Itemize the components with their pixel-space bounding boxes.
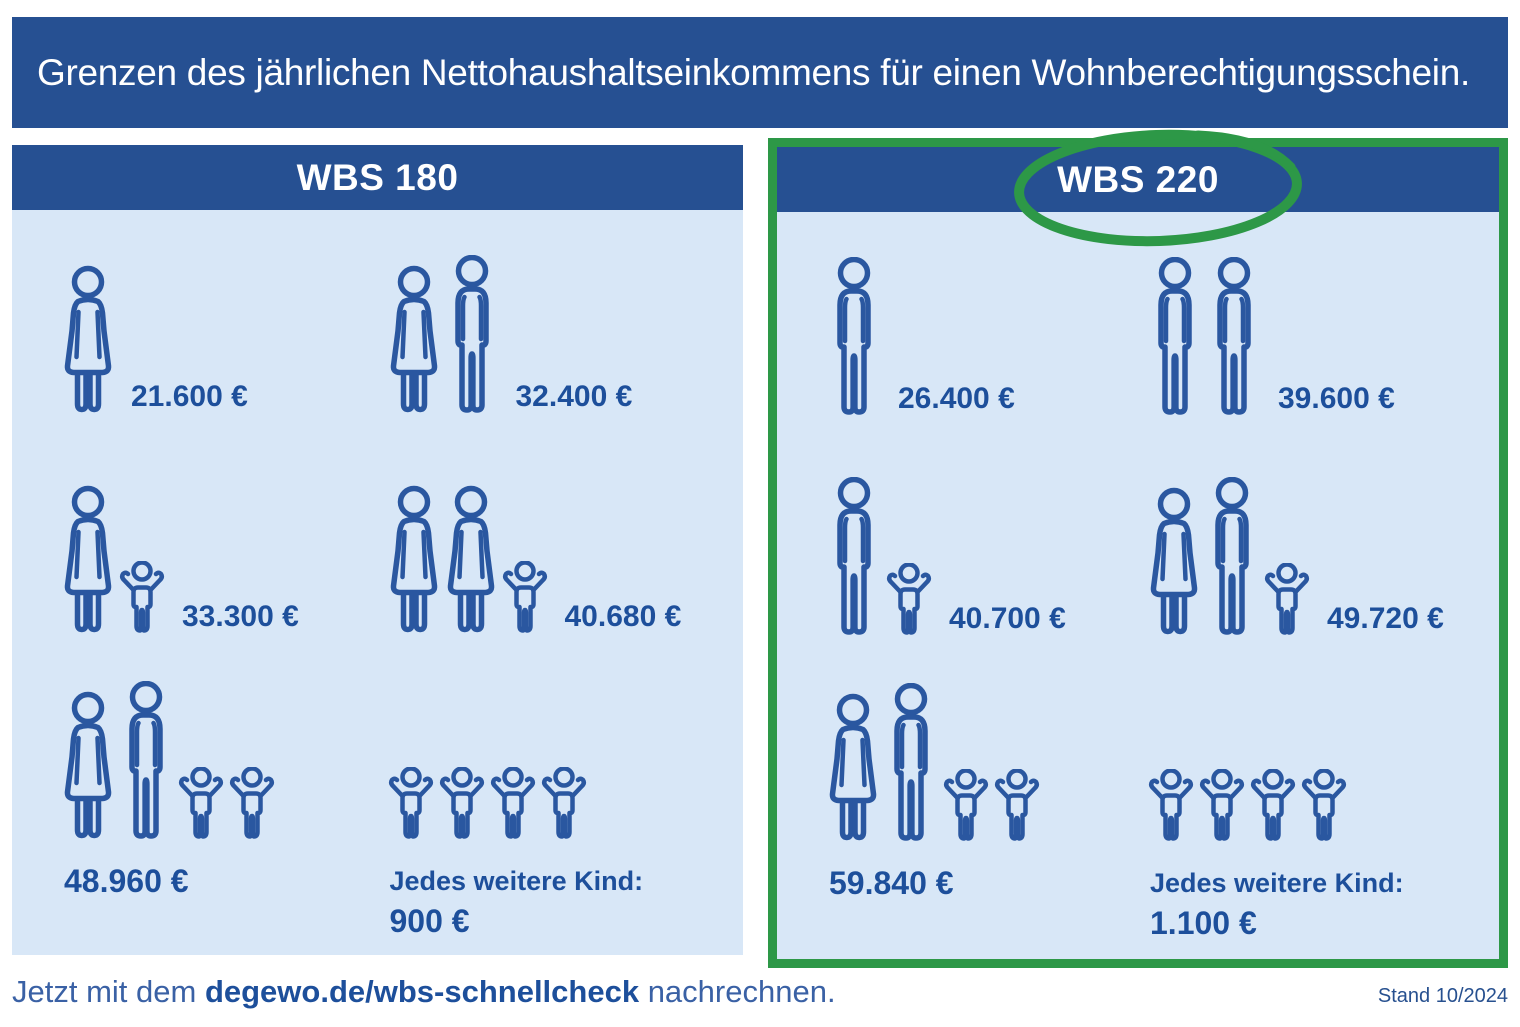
woman-icon [62, 485, 114, 633]
child-icon [229, 767, 275, 839]
woman-icon [445, 485, 497, 633]
household-cell-extra-children: Jedes weitere Kind: 900 € [388, 681, 714, 937]
extra-child-label: Jedes weitere Kind: [1150, 868, 1404, 898]
household-icons [827, 477, 932, 635]
man-icon [827, 257, 881, 415]
child-icon [388, 767, 434, 839]
household-row: 48.960 € Jedes weitere Kind: 900 € [62, 681, 713, 937]
child-icon [502, 561, 548, 633]
man-icon [884, 683, 938, 841]
household-cell-1person: 26.400 € [827, 257, 1148, 415]
household-row: 33.300 € 40.680 € [62, 475, 713, 633]
man-icon [1205, 477, 1259, 635]
man-icon [1148, 257, 1202, 415]
income-amount: 900 € [389, 902, 470, 939]
footer-link[interactable]: degewo.de/wbs-schnellcheck [204, 974, 640, 1009]
income-amount: 39.600 € [1278, 382, 1395, 415]
income-amount: 49.720 € [1327, 602, 1444, 635]
woman-icon [388, 265, 440, 413]
household-row: 40.700 € 49.720 € [827, 477, 1469, 635]
panel-title: WBS 180 [296, 156, 459, 198]
child-icon [943, 769, 989, 841]
household-cell-2persons: 32.400 € [388, 255, 714, 413]
child-icon [439, 767, 485, 839]
income-amount: 40.700 € [948, 602, 1066, 635]
income-amount: 26.400 € [897, 382, 1015, 415]
household-cell-1person: 21.600 € [62, 255, 388, 413]
child-icon [178, 767, 224, 839]
panel-wbs220: WBS 220 26.400 € 39.600 € 40.700 € [767, 129, 1508, 968]
panel-wbs180-header: WBS 180 [12, 145, 743, 210]
child-icon [541, 767, 587, 839]
income-amount: 33.300 € [182, 600, 299, 633]
household-icons [827, 257, 881, 415]
income-amount: 32.400 € [515, 380, 633, 413]
child-icon [1250, 769, 1296, 841]
household-cell-extra-children: Jedes weitere Kind: 1.100 € [1148, 683, 1469, 939]
child-icon [1264, 563, 1310, 635]
man-icon [827, 477, 881, 635]
man-icon [445, 255, 499, 413]
household-row: 59.840 € Jedes weitere Kind: 1.100 € [827, 683, 1469, 939]
household-icons [388, 255, 499, 413]
child-icon [119, 561, 165, 633]
panel-wbs220-body: 26.400 € 39.600 € 40.700 € 49.720 € [776, 212, 1499, 959]
household-icons [1148, 477, 1310, 635]
woman-icon [62, 691, 114, 839]
income-amount: 1.100 € [1150, 904, 1257, 941]
income-amount: 40.680 € [564, 600, 682, 633]
footer-suffix: nachrechnen. [639, 974, 836, 1009]
household-icons [62, 485, 165, 633]
man-icon [119, 681, 173, 839]
income-amount: 21.600 € [131, 380, 248, 413]
child-icon [1199, 769, 1245, 841]
woman-icon [1148, 487, 1200, 635]
household-cell-2adults-child: 49.720 € [1148, 477, 1469, 635]
footer: Jetzt mit dem degewo.de/wbs-schnellcheck… [12, 974, 1508, 1010]
child-icon [1301, 769, 1347, 841]
household-cell-family: 48.960 € [62, 681, 388, 937]
household-cell-family: 59.840 € [827, 683, 1148, 939]
household-icons [62, 265, 114, 413]
income-amount: 48.960 € [64, 863, 189, 899]
household-icons [1148, 257, 1261, 415]
woman-icon [827, 693, 879, 841]
household-icons [388, 681, 587, 839]
panels-container: WBS 180 21.600 € 32.400 € 33.300 € [0, 129, 1520, 968]
household-icons [827, 683, 1040, 841]
household-row: 21.600 € 32.400 € [62, 255, 713, 413]
footer-check-hint: Jetzt mit dem degewo.de/wbs-schnellcheck… [12, 974, 836, 1010]
child-icon [994, 769, 1040, 841]
footer-prefix: Jetzt mit dem [12, 974, 205, 1009]
page-title: Grenzen des jährlichen Nettohaushaltsein… [37, 51, 1470, 93]
woman-icon [388, 485, 440, 633]
panel-wbs180-body: 21.600 € 32.400 € 33.300 € 40.680 € [12, 210, 743, 955]
household-icons [1148, 683, 1347, 841]
panel-title: WBS 220 [1057, 158, 1219, 200]
panel-wbs220-header: WBS 220 [776, 147, 1499, 212]
panel-wbs180: WBS 180 21.600 € 32.400 € 33.300 € [12, 145, 743, 955]
extra-child-label: Jedes weitere Kind: [389, 866, 644, 896]
household-cell-2adults-child: 40.680 € [388, 475, 714, 633]
household-cell-adult-child: 33.300 € [62, 475, 388, 633]
title-banner: Grenzen des jährlichen Nettohaushaltsein… [12, 17, 1508, 128]
household-icons [62, 681, 275, 839]
woman-icon [62, 265, 114, 413]
child-icon [886, 563, 932, 635]
household-row: 26.400 € 39.600 € [827, 257, 1469, 415]
income-amount: 59.840 € [828, 865, 954, 901]
household-icons [388, 485, 548, 633]
child-icon [490, 767, 536, 839]
household-cell-2persons: 39.600 € [1148, 257, 1469, 415]
child-icon [1148, 769, 1194, 841]
household-cell-adult-child: 40.700 € [827, 477, 1148, 635]
footer-date: Stand 10/2024 [1377, 985, 1508, 1007]
man-icon [1207, 257, 1261, 415]
